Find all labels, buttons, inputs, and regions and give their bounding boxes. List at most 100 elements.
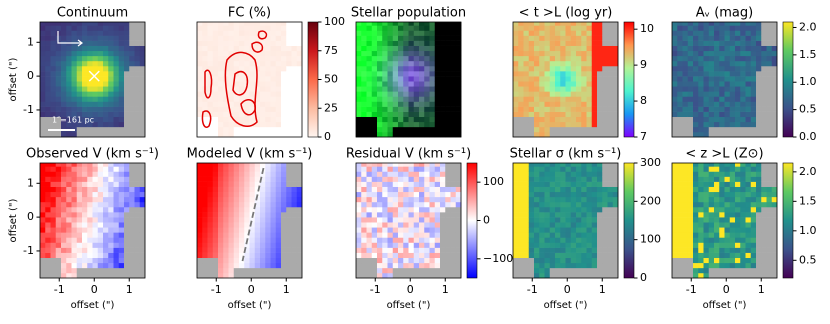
map-pixel bbox=[260, 202, 266, 207]
map-pixel bbox=[419, 56, 425, 61]
map-pixel bbox=[40, 101, 46, 106]
map-pixel bbox=[129, 81, 135, 86]
map-pixel bbox=[356, 30, 362, 35]
map-pixel bbox=[704, 242, 710, 247]
map-pixel bbox=[581, 163, 587, 167]
map-pixel bbox=[286, 202, 292, 207]
map-pixel bbox=[698, 227, 704, 232]
map-pixel bbox=[202, 182, 208, 187]
map-pixel bbox=[539, 187, 545, 192]
map-pixel bbox=[103, 242, 109, 247]
map-pixel bbox=[361, 25, 367, 30]
map-pixel bbox=[451, 81, 457, 86]
map-pixel bbox=[119, 263, 125, 268]
map-pixel bbox=[424, 217, 430, 222]
map-pixel bbox=[87, 192, 93, 197]
map-pixel bbox=[704, 248, 710, 253]
map-pixel bbox=[683, 242, 689, 247]
map-pixel bbox=[361, 22, 367, 26]
map-pixel bbox=[40, 217, 46, 222]
map-pixel bbox=[260, 122, 266, 127]
map-pixel bbox=[119, 268, 125, 273]
map-pixel bbox=[440, 76, 446, 81]
map-pixel bbox=[424, 242, 430, 247]
map-pixel bbox=[250, 263, 256, 268]
map-pixel bbox=[608, 207, 614, 212]
map-pixel bbox=[202, 177, 208, 182]
map-pixel bbox=[239, 76, 245, 81]
map-pixel bbox=[730, 222, 736, 227]
map-pixel bbox=[87, 268, 93, 273]
map-pixel bbox=[197, 253, 203, 258]
map-pixel bbox=[271, 61, 277, 66]
map-pixel bbox=[597, 46, 603, 51]
map-pixel bbox=[98, 163, 104, 167]
map-pixel bbox=[135, 212, 141, 217]
map-pixel bbox=[560, 30, 566, 35]
map-pixel bbox=[367, 25, 373, 30]
map-pixel bbox=[361, 36, 367, 41]
map-pixel bbox=[356, 273, 362, 278]
map-pixel bbox=[730, 227, 736, 232]
map-pixel bbox=[430, 127, 436, 132]
map-pixel bbox=[377, 192, 383, 197]
map-pixel bbox=[77, 217, 83, 222]
map-pixel bbox=[208, 268, 214, 273]
map-pixel bbox=[388, 76, 394, 81]
map-pixel bbox=[709, 163, 715, 167]
map-pixel bbox=[124, 41, 130, 46]
map-pixel bbox=[698, 182, 704, 187]
map-pixel bbox=[93, 51, 99, 56]
map-pixel bbox=[223, 217, 229, 222]
map-pixel bbox=[377, 61, 383, 66]
map-pixel bbox=[77, 182, 83, 187]
map-pixel bbox=[250, 242, 256, 247]
map-pixel bbox=[135, 182, 141, 187]
map-pixel bbox=[587, 182, 593, 187]
map-pixel bbox=[545, 268, 551, 273]
map-pixel bbox=[709, 263, 715, 268]
map-pixel bbox=[602, 222, 608, 227]
map-pixel bbox=[229, 177, 235, 182]
map-pixel bbox=[72, 197, 78, 202]
map-pixel bbox=[761, 96, 767, 101]
map-pixel bbox=[592, 273, 598, 278]
map-pixel bbox=[756, 76, 762, 81]
map-pixel bbox=[688, 25, 694, 30]
map-pixel bbox=[213, 217, 219, 222]
map-pixel bbox=[398, 263, 404, 268]
map-pixel bbox=[281, 41, 287, 46]
map-pixel bbox=[740, 22, 746, 26]
map-pixel bbox=[265, 51, 271, 56]
map-pixel bbox=[730, 117, 736, 122]
map-pixel bbox=[677, 273, 683, 278]
map-pixel bbox=[445, 81, 451, 86]
map-pixel bbox=[529, 22, 535, 26]
x-axis-label: offset (") bbox=[71, 300, 115, 311]
map-pixel bbox=[260, 76, 266, 81]
map-pixel bbox=[372, 117, 378, 122]
map-pixel bbox=[545, 86, 551, 91]
map-pixel bbox=[709, 273, 715, 278]
map-pixel bbox=[218, 41, 224, 46]
map-pixel bbox=[677, 182, 683, 187]
map-pixel bbox=[361, 182, 367, 187]
map-pixel bbox=[265, 61, 271, 66]
map-pixel bbox=[566, 132, 572, 137]
map-pixel bbox=[292, 96, 298, 101]
map-pixel bbox=[597, 171, 603, 176]
map-pixel bbox=[61, 56, 67, 61]
map-pixel bbox=[72, 22, 78, 26]
map-pixel bbox=[524, 71, 530, 76]
map-pixel bbox=[451, 268, 457, 273]
map-pixel bbox=[597, 76, 603, 81]
map-pixel bbox=[587, 202, 593, 207]
panel: < t >L (log yr)78910 bbox=[513, 6, 654, 144]
map-pixel bbox=[560, 61, 566, 66]
map-pixel bbox=[534, 242, 540, 247]
map-pixel bbox=[566, 122, 572, 127]
map-pixel bbox=[372, 81, 378, 86]
map-pixel bbox=[560, 268, 566, 273]
colorbar-tick-label: 2.0 bbox=[799, 165, 817, 178]
map-pixel bbox=[435, 166, 441, 171]
